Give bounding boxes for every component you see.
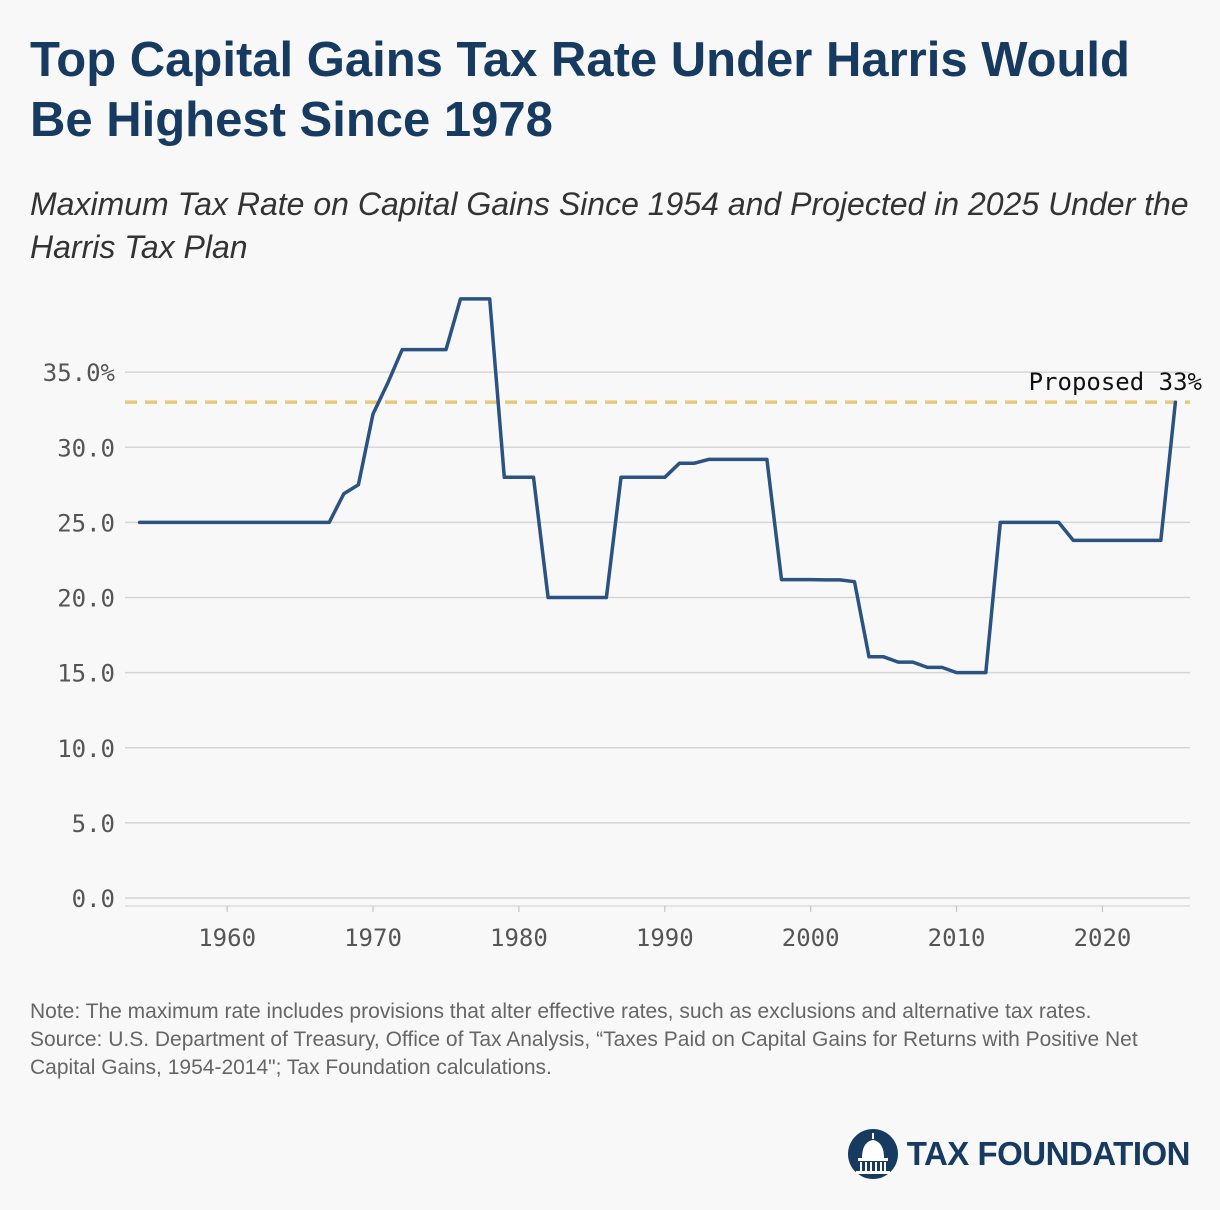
- x-tick-label: 2020: [1074, 924, 1132, 952]
- x-tick-label: 1990: [636, 924, 694, 952]
- proposed-rate-label: Proposed 33%: [1029, 368, 1203, 396]
- note-text: Note: The maximum rate includes provisio…: [30, 1000, 1092, 1023]
- line-chart: 0.0 5.0 10.0 15.0 20.0 25.0 30.0 35.0% 1960 1970…: [43, 297, 1203, 952]
- y-tick-label: 5.0: [72, 810, 115, 838]
- chart-subtitle: Maximum Tax Rate on Capital Gains Since …: [30, 186, 1189, 265]
- y-tick-label: 35.0%: [43, 359, 116, 387]
- y-tick-label: 0.0: [72, 885, 115, 913]
- x-tick-label: 2010: [928, 924, 986, 952]
- y-tick-label: 15.0: [57, 660, 115, 688]
- y-tick-label: 20.0: [57, 585, 115, 613]
- footnotes: Note: The maximum rate includes provisio…: [30, 998, 1195, 1082]
- y-axis-ticks: 0.0 5.0 10.0 15.0 20.0 25.0 30.0 35.0%: [43, 359, 116, 913]
- reference-line-group: Proposed 33%: [125, 368, 1203, 404]
- x-axis-ticks: 1960 1970 1980 1990 2000 2010 2020: [125, 905, 1190, 952]
- source-text: Source: U.S. Department of Treasury, Off…: [30, 1028, 1138, 1079]
- y-tick-label: 30.0: [57, 434, 115, 462]
- capitol-dome-icon: [847, 1129, 898, 1179]
- series-group: [137, 297, 1178, 675]
- tax-foundation-logo: TAX FOUNDATION: [847, 1128, 1191, 1180]
- x-tick-label: 2000: [782, 924, 840, 952]
- logo-text: TAX FOUNDATION: [906, 1135, 1191, 1172]
- x-tick-label: 1960: [198, 924, 256, 952]
- chart-title: Top Capital Gains Tax Rate Under Harris …: [30, 33, 1130, 147]
- x-tick-label: 1980: [490, 924, 548, 952]
- y-tick-label: 25.0: [57, 509, 115, 537]
- gridlines: [125, 371, 1190, 899]
- series-line-capital-gains-rate: [137, 297, 1178, 675]
- x-tick-label: 1970: [344, 924, 402, 952]
- y-tick-label: 10.0: [57, 735, 115, 763]
